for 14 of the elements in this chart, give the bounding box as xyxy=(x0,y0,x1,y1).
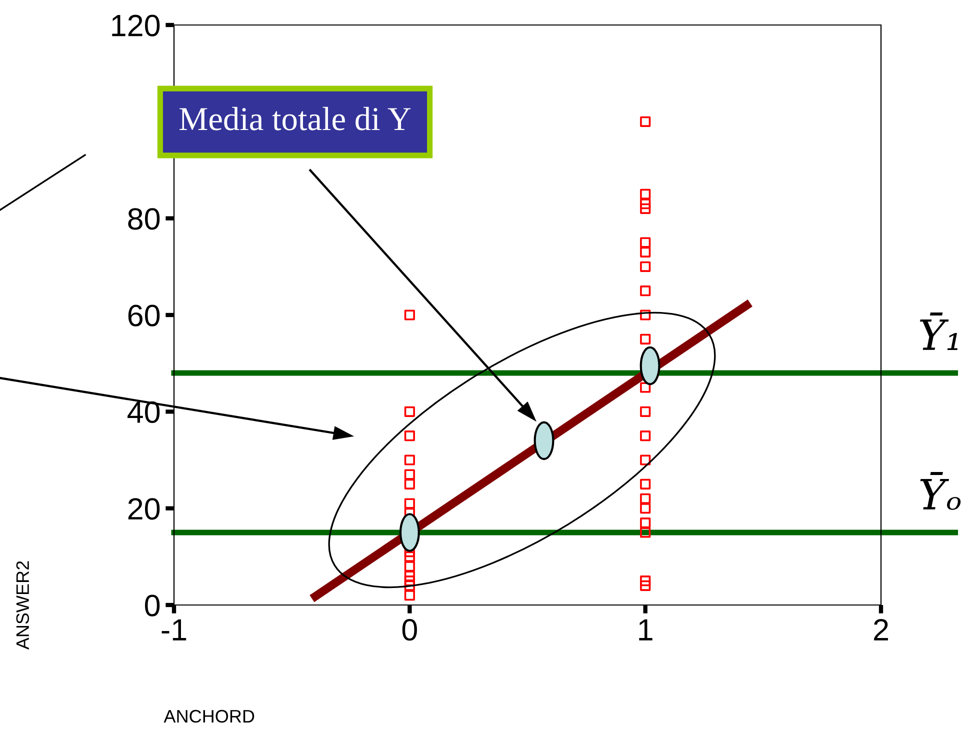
y-tick-label: 0 xyxy=(145,594,160,616)
y-tick-label: 120 xyxy=(112,14,160,36)
x-tick-label: -1 xyxy=(162,619,186,640)
y-tick-label: 80 xyxy=(128,208,160,230)
y-tick-label: 60 xyxy=(128,304,160,326)
x-axis-title: ANCHORD xyxy=(164,710,254,723)
x-tick-label: 2 xyxy=(874,619,888,640)
ref-line-label: Ȳₒ xyxy=(920,472,961,510)
x-tick-label: 0 xyxy=(402,619,417,641)
annotation: Media totale di Y xyxy=(179,106,411,130)
y-axis-title: ANSWER2 xyxy=(16,561,30,650)
y-tick-label: 20 xyxy=(128,498,160,520)
ref-line-label: Ȳ₁ xyxy=(920,312,958,350)
x-tick-label: 1 xyxy=(639,619,652,640)
